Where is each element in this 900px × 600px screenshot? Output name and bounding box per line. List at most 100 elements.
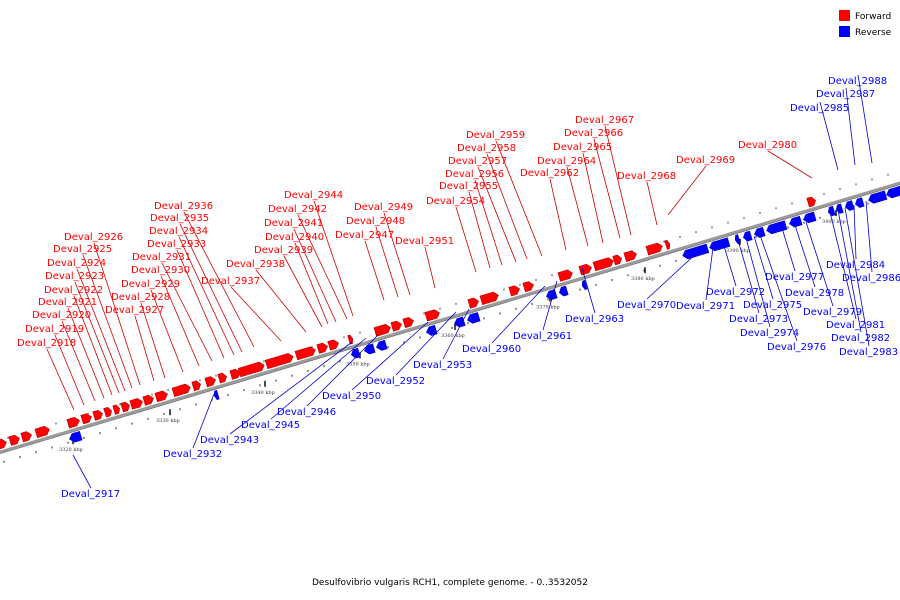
forward-gene-label[interactable]: Deval_2920 (32, 310, 91, 321)
forward-gene-label[interactable]: Deval_2931 (132, 252, 191, 263)
reverse-gene-label[interactable]: Deval_2983 (839, 347, 898, 358)
forward-gene-label[interactable]: Deval_2959 (466, 130, 525, 141)
forward-gene-label[interactable]: Deval_2941 (264, 218, 323, 229)
reverse-gene-label[interactable]: Deval_2970 (617, 300, 676, 311)
forward-gene-arrow (578, 263, 592, 276)
reverse-gene-label[interactable]: Deval_2961 (513, 331, 572, 342)
forward-gene-label[interactable]: Deval_2944 (284, 190, 343, 201)
leader-line (229, 341, 353, 435)
leader-line (837, 209, 862, 333)
reverse-gene-label[interactable]: Deval_2982 (831, 333, 890, 344)
reverse-gene-label[interactable]: Deval_2946 (277, 407, 336, 418)
forward-gene-label[interactable]: Deval_2926 (64, 232, 123, 243)
leader-line (134, 315, 155, 382)
reverse-gene-label[interactable]: Deval_2943 (200, 435, 259, 446)
reverse-gene-label[interactable]: Deval_2971 (676, 301, 735, 312)
forward-gene-arrow (171, 383, 191, 398)
leader-line (140, 302, 166, 379)
reverse-gene-label[interactable]: Deval_2952 (366, 376, 425, 387)
reverse-gene-label[interactable]: Deval_2950 (322, 391, 381, 402)
forward-gene-arrow (103, 407, 112, 418)
forward-gene-label[interactable]: Deval_2930 (131, 265, 190, 276)
forward-gene-label[interactable]: Deval_2937 (201, 276, 260, 287)
reverse-gene-label[interactable]: Deval_2975 (743, 300, 802, 311)
reverse-gene-label[interactable]: Deval_2973 (729, 314, 788, 325)
leader-line (604, 125, 632, 236)
forward-gene-label[interactable]: Deval_2967 (575, 115, 634, 126)
forward-gene-label[interactable]: Deval_2921 (38, 297, 97, 308)
leader-line (474, 179, 503, 266)
leader-line (255, 269, 307, 333)
reverse-gene-label[interactable]: Deval_2986 (842, 273, 900, 284)
leader-line (767, 150, 813, 179)
forward-gene-label[interactable]: Deval_2935 (150, 213, 209, 224)
reverse-gene-label[interactable]: Deval_2981 (826, 320, 885, 331)
forward-gene-label[interactable]: Deval_2954 (426, 196, 485, 207)
reverse-gene-label[interactable]: Deval_2978 (785, 288, 844, 299)
reverse-gene-arrow (546, 289, 558, 300)
reverse-gene-arrow (886, 185, 900, 199)
reverse-gene-label[interactable]: Deval_2977 (765, 272, 824, 283)
forward-gene-arrow (327, 339, 339, 351)
forward-gene-label[interactable]: Deval_2951 (395, 236, 454, 247)
forward-gene-label[interactable]: Deval_2969 (676, 155, 735, 166)
reverse-gene-label[interactable]: Deval_2960 (462, 344, 521, 355)
gene-arrows (0, 185, 900, 451)
leader-line (468, 191, 491, 269)
reverse-gene-label[interactable]: Deval_2984 (826, 260, 885, 271)
scale-label: 3360 kbp (441, 333, 465, 339)
forward-gene-label[interactable]: Deval_2939 (254, 245, 313, 256)
leader-line (74, 281, 120, 394)
forward-gene-label[interactable]: Deval_2955 (439, 181, 498, 192)
forward-gene-label[interactable]: Deval_2924 (47, 258, 106, 269)
scale-label: 3400 kbp (822, 219, 846, 225)
forward-gene-arrow (402, 317, 414, 329)
leader-line (351, 321, 429, 391)
forward-gene-label[interactable]: Deval_2957 (448, 156, 507, 167)
leader-line (581, 267, 596, 314)
forward-gene-label[interactable]: Deval_2919 (25, 324, 84, 335)
forward-gene-label[interactable]: Deval_2968 (617, 171, 676, 182)
forward-gene-label[interactable]: Deval_2947 (335, 230, 394, 241)
leader-line (857, 74, 873, 164)
reverse-gene-label[interactable]: Deval_2953 (413, 360, 472, 371)
legend-reverse-swatch (839, 26, 850, 37)
reverse-gene-label[interactable]: Deval_2963 (565, 314, 624, 325)
forward-gene-label[interactable]: Deval_2956 (445, 169, 504, 180)
forward-gene-label[interactable]: Deval_2918 (17, 338, 76, 349)
forward-gene-label[interactable]: Deval_2934 (149, 226, 208, 237)
reverse-gene-arrow (351, 347, 361, 359)
forward-gene-label[interactable]: Deval_2922 (44, 285, 103, 296)
forward-gene-label[interactable]: Deval_2928 (111, 292, 170, 303)
leader-line (395, 311, 457, 376)
forward-gene-label[interactable]: Deval_2933 (147, 239, 206, 250)
reverse-gene-label[interactable]: Deval_2945 (241, 420, 300, 431)
forward-gene-label[interactable]: Deval_2942 (268, 204, 327, 215)
reverse-gene-label[interactable]: Deval_2917 (61, 489, 120, 500)
reverse-gene-label[interactable]: Deval_2985 (790, 103, 849, 114)
forward-gene-label[interactable]: Deval_2962 (520, 168, 579, 179)
forward-gene-label[interactable]: Deval_2966 (564, 128, 623, 139)
forward-gene-label[interactable]: Deval_2927 (105, 305, 164, 316)
reverse-gene-label[interactable]: Deval_2974 (740, 328, 799, 339)
forward-gene-label[interactable]: Deval_2940 (265, 232, 324, 243)
forward-gene-label[interactable]: Deval_2965 (553, 142, 612, 153)
forward-gene-label[interactable]: Deval_2925 (53, 244, 112, 255)
reverse-gene-label[interactable]: Deval_2987 (816, 89, 875, 100)
forward-gene-label[interactable]: Deval_2964 (537, 156, 596, 167)
forward-gene-label[interactable]: Deval_2929 (121, 279, 180, 290)
forward-gene-label[interactable]: Deval_2923 (45, 271, 104, 282)
reverse-gene-label[interactable]: Deval_2979 (803, 307, 862, 318)
reverse-gene-label[interactable]: Deval_2972 (706, 287, 765, 298)
forward-gene-label[interactable]: Deval_2949 (354, 202, 413, 213)
reverse-gene-label[interactable]: Deval_2988 (828, 76, 887, 87)
forward-gene-label[interactable]: Deval_2958 (457, 143, 516, 154)
forward-gene-label[interactable]: Deval_2948 (346, 216, 405, 227)
leader-line (178, 236, 235, 356)
forward-gene-arrow (508, 285, 520, 297)
reverse-gene-label[interactable]: Deval_2976 (767, 342, 826, 353)
reverse-gene-label[interactable]: Deval_2932 (163, 449, 222, 460)
forward-gene-label[interactable]: Deval_2936 (154, 201, 213, 212)
forward-gene-label[interactable]: Deval_2980 (738, 140, 797, 151)
forward-gene-label[interactable]: Deval_2938 (226, 259, 285, 270)
